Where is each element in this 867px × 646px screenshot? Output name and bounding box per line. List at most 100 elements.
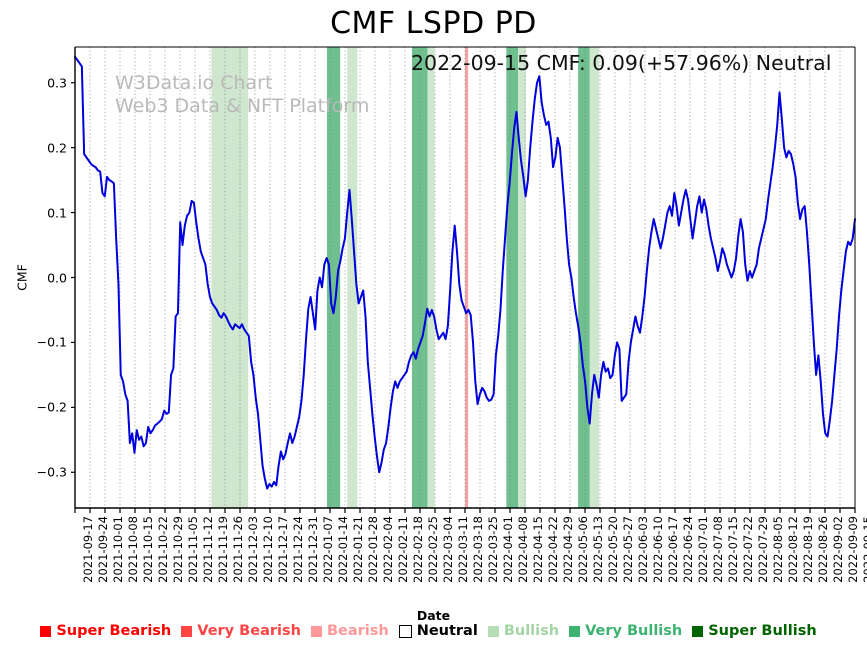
x-axis-label: Date [416, 608, 451, 623]
x-tick-label: 2022-06-24 [680, 516, 695, 583]
x-tick-label: 2022-08-26 [815, 516, 830, 583]
x-tick-label: 2021-12-10 [260, 516, 275, 583]
x-tick-label: 2022-02-18 [410, 516, 425, 583]
x-tick-label: 2022-04-01 [500, 516, 515, 583]
x-tick-label: 2022-03-11 [455, 516, 470, 583]
legend-swatch-icon [487, 625, 499, 637]
x-tick-label: 2022-07-01 [695, 516, 710, 583]
band-very-bullish [506, 47, 519, 508]
x-tick-label: 2022-09-09 [845, 516, 860, 583]
x-tick-label: 2021-09-17 [80, 516, 95, 583]
x-tick-label: 2021-11-05 [185, 516, 200, 583]
x-tick-label: 2022-07-29 [755, 516, 770, 583]
legend-item-very-bearish[interactable]: Very Bearish [181, 623, 301, 639]
x-tick-label: 2022-04-29 [560, 516, 575, 583]
legend-item-very-bullish[interactable]: Very Bullish [569, 623, 682, 639]
legend-swatch-icon [692, 625, 704, 637]
x-tick-label: 2022-06-03 [635, 516, 650, 583]
x-tick-label: 2021-12-24 [290, 516, 305, 583]
legend-swatch-icon [181, 625, 193, 637]
x-gridlines [74, 47, 856, 508]
x-tick-label: 2022-05-20 [605, 516, 620, 583]
y-axis-label: CMF [14, 263, 30, 291]
legend-label: Super Bullish [708, 623, 817, 639]
x-tick-label: 2022-01-21 [350, 516, 365, 583]
legend-swatch-icon [398, 624, 412, 638]
legend-swatch-icon [310, 625, 322, 637]
legend-label: Very Bearish [197, 623, 301, 639]
x-tick-label: 2022-01-07 [320, 516, 335, 583]
band-bullish [211, 47, 249, 508]
band-bearish [465, 47, 469, 508]
x-tick-label: 2022-05-06 [575, 516, 590, 583]
x-tick-label: 2021-09-24 [95, 516, 110, 583]
legend-swatch-icon [569, 625, 581, 637]
legend-item-bearish[interactable]: Bearish [310, 623, 389, 639]
cmf-line [74, 55, 856, 490]
x-tick-label: 2022-03-04 [440, 516, 455, 583]
y-tick-label: 0.2 [47, 140, 67, 156]
x-tick-label: 2021-10-08 [125, 516, 140, 583]
legend-item-super-bearish[interactable]: Super Bearish [40, 623, 171, 639]
legend-label: Bullish [503, 623, 560, 639]
legend-label: Bearish [326, 623, 389, 639]
legend-label: Super Bearish [56, 623, 172, 639]
x-tick-label: 2021-10-01 [110, 516, 125, 583]
watermark-line-2: Web3 Data & NFT Platform [115, 95, 370, 117]
legend-label: Very Bullish [585, 623, 683, 639]
x-tick-label: 2022-01-14 [335, 516, 350, 583]
x-tick-label: 2022-06-17 [665, 516, 680, 583]
x-tick-label: 2021-10-22 [155, 516, 170, 583]
x-tick-label: 2021-12-17 [275, 516, 290, 583]
x-tick-label: 2022-09-15 [860, 516, 867, 583]
legend-swatch-icon [40, 625, 52, 637]
x-tick-label: 2021-11-26 [230, 516, 245, 583]
x-tick-label: 2022-04-15 [530, 516, 545, 583]
watermark-line-1: W3Data.io Chart [115, 72, 273, 94]
x-tick-label: 2022-02-11 [395, 516, 410, 583]
x-tick-label: 2022-01-28 [365, 516, 380, 583]
x-tick-label: 2021-11-12 [200, 516, 215, 583]
y-tick-label: 0.1 [47, 205, 67, 221]
y-tick-label: −0.3 [36, 464, 67, 480]
legend-item-neutral[interactable]: Neutral [398, 623, 478, 639]
band-bullish [589, 47, 600, 508]
x-tick-label: 2022-08-05 [770, 516, 785, 583]
x-tick-label: 2022-03-18 [470, 516, 485, 583]
x-tick-label: 2022-06-10 [650, 516, 665, 583]
value-annotation: 2022-09-15 CMF: 0.09(+57.96%) Neutral [411, 51, 832, 75]
y-tick-label: 0.0 [47, 270, 67, 285]
x-tick-label: 2022-03-25 [485, 516, 500, 583]
x-tick-label: 2022-09-02 [830, 516, 845, 583]
band-bullish [427, 47, 435, 508]
page-title: CMF LSPD PD [330, 6, 537, 41]
legend-item-bullish[interactable]: Bullish [487, 623, 560, 639]
x-tick-label: 2022-07-08 [710, 516, 725, 583]
chart-legend: Super Bearish Very Bearish Bearish Neutral B… [0, 623, 867, 639]
band-bullish [347, 47, 358, 508]
x-tick-label: 2021-10-29 [170, 516, 185, 583]
x-tick-label: 2021-10-15 [140, 516, 155, 583]
x-tick-label: 2021-12-31 [305, 516, 320, 583]
x-tick-label: 2022-02-04 [380, 516, 395, 583]
x-tick-label: 2022-05-27 [620, 516, 635, 583]
x-tick-label: 2022-05-13 [590, 516, 605, 583]
legend-item-super-bullish[interactable]: Super Bullish [692, 623, 817, 639]
y-tick-label: −0.1 [36, 334, 67, 350]
y-tick-label: 0.3 [47, 75, 67, 91]
x-tick-label: 2022-02-25 [425, 516, 440, 583]
x-tick-label: 2021-11-19 [215, 516, 230, 583]
band-very-bullish [578, 47, 590, 508]
x-tick-label: 2022-08-12 [785, 516, 800, 583]
band-bullish [518, 47, 526, 508]
x-tick-label: 2022-04-22 [545, 516, 560, 583]
x-tick-label: 2022-07-15 [725, 516, 740, 583]
x-tick-label: 2022-07-22 [740, 516, 755, 583]
x-tick-label: 2021-12-03 [245, 516, 260, 583]
x-tick-label: 2022-04-08 [515, 516, 530, 583]
x-tick-label: 2022-08-19 [800, 516, 815, 583]
legend-label: Neutral [416, 623, 478, 639]
y-tick-label: −0.2 [36, 399, 67, 415]
